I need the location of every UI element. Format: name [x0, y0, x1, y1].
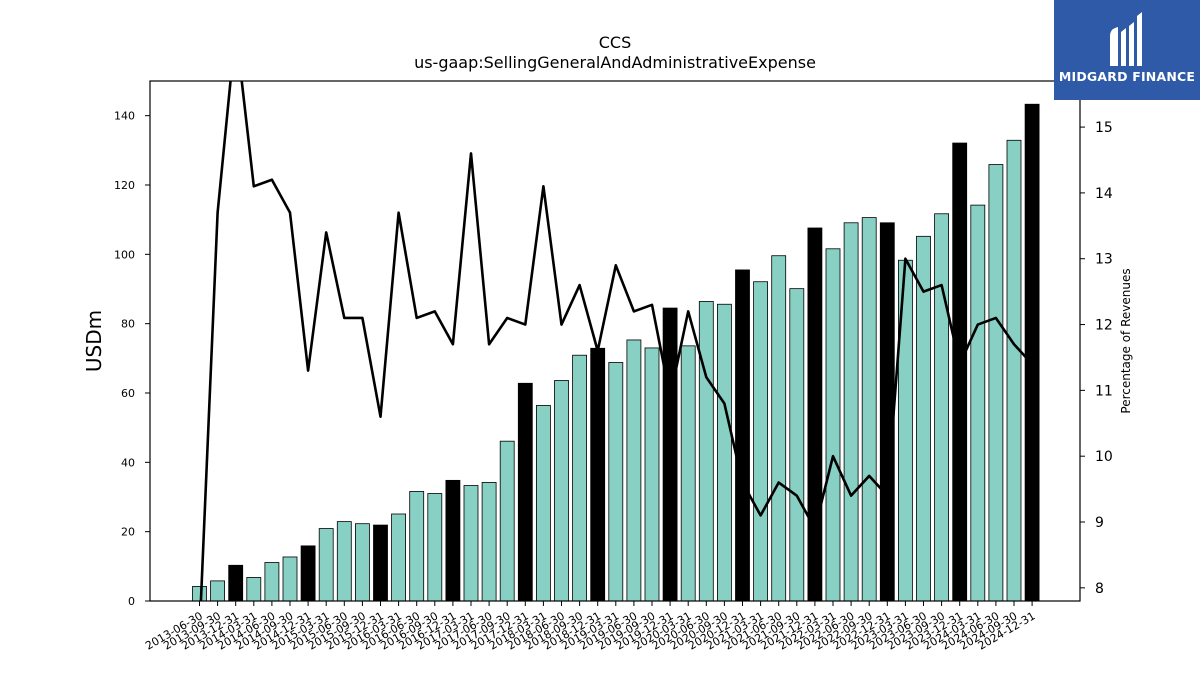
y2-tick-label: 13 [1095, 252, 1113, 268]
bar-2013-06-30 [192, 586, 207, 602]
y2-axis-label: Percentage of Revenues [1119, 268, 1133, 413]
bar-2021-06-30 [771, 255, 787, 602]
bar-2016-06-30 [409, 491, 425, 602]
bar-2020-09-30 [717, 303, 732, 602]
bar-2015-09-30 [354, 523, 370, 602]
bar-2019-09-30 [644, 347, 660, 602]
y-tick-label: 0 [128, 595, 135, 608]
bar-2017-03-31 [463, 485, 479, 602]
chart-title: CCS [599, 33, 632, 52]
plot-frame [149, 80, 1081, 602]
bar-2022-09-30 [861, 217, 877, 602]
bar-2024-09-30 [1006, 139, 1022, 602]
y2-tick-label: 11 [1095, 383, 1113, 399]
bar-2020-12-31 [735, 269, 750, 602]
chart-subtitle: us-gaap:SellingGeneralAndAdministrativeE… [414, 53, 816, 72]
bar-2021-09-30 [789, 288, 805, 602]
bar-2014-03-31 [246, 577, 262, 602]
bar-2019-03-31 [608, 362, 624, 602]
bar-2013-09-30 [210, 580, 226, 602]
bar-2024-06-30 [988, 164, 1004, 602]
y-tick-label: 80 [121, 318, 135, 331]
x-axis: 2013-06-302013-09-302013-12-312014-03-31… [143, 601, 1038, 653]
y2-tick-label: 14 [1095, 186, 1113, 202]
y-tick-label: 40 [121, 456, 135, 469]
y-axis-label: USDm [82, 310, 106, 372]
y-axis-left: 0 20 40 60 80 100 120 140 [114, 110, 150, 608]
y2-tick-label: 12 [1095, 318, 1113, 334]
percentage-line [199, 81, 1034, 601]
bar-2016-03-31 [391, 513, 407, 602]
bar-2014-06-30 [264, 562, 280, 602]
y2-tick-label: 9 [1095, 515, 1104, 531]
bar-2014-09-30 [282, 556, 298, 602]
y-tick-label: 140 [114, 110, 135, 123]
bar-2020-06-30 [698, 301, 714, 602]
bar-2018-12-31 [590, 347, 606, 602]
bar-2017-06-30 [481, 482, 497, 602]
bar-2015-12-31 [373, 524, 388, 602]
bar-2017-12-31 [517, 382, 533, 602]
bar-2024-03-31 [970, 204, 986, 602]
logo-badge: MIDGARD FINANCE [1054, 0, 1200, 100]
bar-2015-06-30 [336, 521, 352, 602]
y2-tick-label: 15 [1095, 120, 1113, 136]
bar-2018-09-30 [572, 354, 587, 602]
logo-text: MIDGARD FINANCE [1058, 69, 1196, 84]
bar-2020-03-31 [680, 345, 696, 602]
bar-2021-03-31 [753, 281, 768, 602]
bar-2022-06-30 [843, 222, 859, 602]
bar-2013-12-31 [228, 564, 244, 602]
bar-2016-12-31 [445, 479, 461, 602]
bar-2014-12-31 [300, 545, 316, 602]
bar-2022-12-31 [879, 222, 895, 602]
bar-2019-06-30 [626, 339, 642, 602]
bar-2018-03-31 [536, 405, 551, 602]
bar-2021-12-31 [807, 227, 823, 602]
y-tick-label: 120 [114, 179, 135, 192]
bar-series [192, 103, 1040, 602]
y2-tick-label: 10 [1095, 449, 1113, 465]
y-tick-label: 100 [114, 248, 135, 261]
y-axis-right: 8 9 10 11 12 13 14 15 [1080, 120, 1113, 597]
bar-2022-03-31 [825, 248, 841, 602]
logo-mark-icon [1110, 12, 1142, 66]
y-tick-label: 20 [121, 526, 135, 539]
bar-2023-12-31 [952, 142, 968, 602]
y2-tick-label: 8 [1095, 581, 1104, 597]
bar-2023-09-30 [934, 213, 949, 602]
bar-2024-12-31 [1024, 103, 1040, 602]
bar-2019-12-31 [662, 307, 678, 602]
line-series [199, 81, 1034, 601]
bar-2016-09-30 [427, 493, 443, 602]
bar-2018-06-30 [554, 380, 569, 602]
bar-2017-09-30 [499, 440, 515, 602]
bar-2015-03-31 [318, 528, 334, 602]
y-tick-label: 60 [121, 387, 135, 400]
